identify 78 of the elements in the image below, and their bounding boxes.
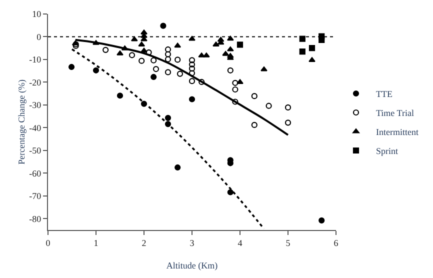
- point: [284, 120, 292, 126]
- point: [212, 42, 220, 46]
- point: [188, 61, 196, 68]
- point: [188, 36, 196, 41]
- x-tick-label: 2: [142, 238, 146, 248]
- y-tick-label: 0: [36, 32, 42, 42]
- point: [174, 56, 181, 63]
- y-tick-label: 10: [32, 9, 42, 20]
- x-tick-label: 6: [334, 238, 339, 248]
- point: [318, 36, 325, 43]
- y-tick-label: -40: [29, 122, 42, 133]
- point: [227, 189, 234, 196]
- y-tick-label: -60: [29, 168, 42, 178]
- point: [164, 46, 172, 53]
- point: [164, 51, 172, 58]
- point: [232, 86, 238, 93]
- point: [174, 42, 182, 48]
- point: [232, 80, 238, 86]
- point: [128, 52, 136, 58]
- y-axis-title: Percentage Change (%): [16, 80, 26, 164]
- point: [140, 48, 148, 53]
- y-tick-label: -10: [29, 54, 42, 65]
- point: [102, 46, 109, 53]
- point: [236, 42, 244, 48]
- point: [318, 217, 325, 224]
- point: [164, 56, 172, 62]
- point: [188, 66, 196, 72]
- point: [308, 57, 316, 62]
- point: [299, 48, 306, 55]
- point: [232, 98, 238, 105]
- x-axis-title: Altitude (Km): [166, 260, 218, 271]
- point: [130, 36, 138, 42]
- point: [150, 57, 157, 64]
- point: [251, 122, 258, 128]
- point: [251, 93, 258, 100]
- point: [266, 102, 272, 109]
- legend-label: TTE: [376, 89, 393, 100]
- y-tick-label: -30: [29, 100, 42, 110]
- x-tick-label: 0: [46, 238, 51, 248]
- legend-label: Sprint: [376, 146, 399, 156]
- x-tick-label: 1: [94, 238, 98, 248]
- point: [299, 36, 306, 42]
- point: [164, 69, 172, 76]
- point: [92, 67, 100, 74]
- point: [152, 66, 160, 72]
- point: [138, 58, 145, 64]
- x-tick-label: 5: [286, 238, 291, 248]
- point: [226, 36, 234, 41]
- point: [188, 57, 196, 64]
- point: [174, 164, 181, 171]
- y-tick-label: -70: [29, 191, 42, 202]
- point: [164, 114, 172, 121]
- y-tick-label: -80: [29, 214, 42, 224]
- y-tick-label: -20: [29, 77, 42, 88]
- point: [284, 104, 292, 110]
- point: [116, 50, 124, 56]
- legend-label: Time Trial: [376, 108, 414, 118]
- point: [160, 22, 166, 29]
- point: [116, 92, 124, 99]
- point: [188, 70, 196, 76]
- x-tick-label: 3: [190, 238, 195, 248]
- point: [198, 78, 205, 86]
- point: [140, 30, 148, 34]
- point: [260, 66, 268, 72]
- point: [236, 79, 244, 84]
- x-tick-label: 4: [238, 238, 243, 248]
- legend-label: Intermittent: [376, 127, 419, 138]
- point: [188, 96, 196, 102]
- point: [150, 74, 157, 80]
- y-tick-label: -50: [29, 146, 42, 156]
- point: [226, 46, 234, 52]
- point: [146, 49, 152, 56]
- point: [176, 70, 184, 77]
- point: [308, 45, 316, 52]
- point: [68, 64, 75, 70]
- point: [227, 67, 234, 74]
- point: [222, 50, 230, 56]
- point: [188, 78, 196, 84]
